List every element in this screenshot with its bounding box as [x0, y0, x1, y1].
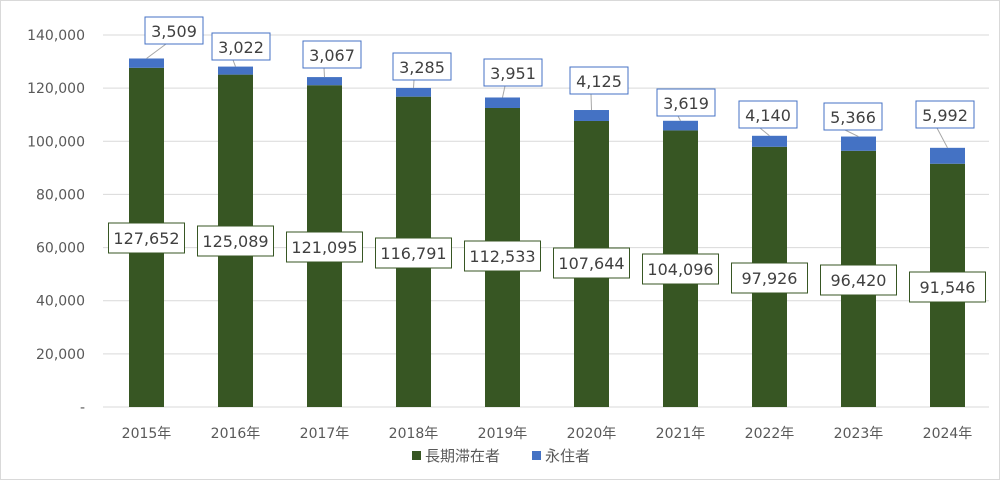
data-label-box-permanent	[656, 88, 716, 117]
data-label-permanent: 4,125	[576, 72, 622, 91]
leader-line	[677, 115, 681, 122]
data-label-box-permanent	[483, 58, 543, 87]
x-tick-label: 2018年	[389, 426, 439, 442]
x-tick-label: 2024年	[923, 426, 973, 442]
data-label-permanent: 3,509	[151, 22, 197, 41]
data-label-long-term: 97,926	[742, 269, 798, 288]
leader-line	[844, 129, 859, 137]
data-label-permanent: 5,992	[922, 106, 968, 125]
bar-permanent	[307, 77, 342, 86]
bar-permanent	[930, 147, 965, 164]
y-tick-label: 140,000	[27, 28, 85, 44]
y-tick-label: 40,000	[36, 294, 85, 310]
bar-permanent	[841, 136, 876, 151]
data-label-box-long-term	[820, 264, 897, 296]
y-tick-label: -	[80, 400, 85, 416]
leader-line	[232, 59, 236, 67]
data-label-permanent: 5,366	[830, 108, 876, 127]
data-label-box-long-term	[909, 271, 986, 303]
x-tick-label: 2023年	[834, 426, 884, 442]
bar-permanent	[485, 97, 520, 108]
data-label-long-term: 121,095	[291, 238, 357, 257]
data-label-box-long-term	[197, 225, 274, 257]
data-label-long-term: 107,644	[558, 254, 624, 273]
data-label-box-long-term	[642, 253, 719, 285]
data-label-long-term: 96,420	[831, 271, 887, 290]
data-label-box-permanent	[211, 32, 271, 61]
bar-permanent	[396, 87, 431, 97]
leader-line	[936, 127, 948, 149]
data-label-long-term: 116,791	[380, 244, 446, 263]
y-tick-label: 60,000	[36, 241, 85, 257]
data-label-permanent: 3,619	[663, 94, 709, 113]
data-label-permanent: 4,140	[745, 106, 791, 125]
data-label-box-long-term	[108, 222, 185, 254]
data-label-box-permanent	[738, 100, 798, 129]
data-label-box-long-term	[553, 247, 630, 279]
data-label-long-term: 104,096	[647, 260, 713, 279]
legend-label: 長期滞在者	[425, 447, 500, 465]
data-label-box-permanent	[302, 40, 362, 69]
legend-swatch	[412, 451, 421, 460]
data-label-box-permanent	[823, 102, 883, 131]
leader-line	[413, 79, 415, 88]
data-label-box-long-term	[731, 262, 808, 294]
y-tick-label: 120,000	[27, 81, 85, 97]
legend-label: 永住者	[545, 447, 590, 465]
x-tick-label: 2021年	[656, 426, 706, 442]
bar-permanent	[218, 66, 253, 75]
bar-permanent	[574, 110, 609, 121]
data-label-permanent: 3,067	[309, 46, 355, 65]
leader-line	[502, 85, 506, 98]
data-label-permanent: 3,285	[399, 58, 445, 77]
data-label-long-term: 91,546	[920, 278, 976, 297]
legend-swatch	[532, 451, 541, 460]
x-tick-label: 2015年	[122, 426, 172, 442]
leader-line	[590, 93, 592, 111]
data-label-permanent: 3,022	[218, 38, 264, 57]
x-tick-label: 2019年	[478, 426, 528, 442]
data-label-box-permanent	[392, 52, 452, 81]
data-label-box-permanent	[569, 66, 629, 95]
leader-line	[323, 67, 325, 78]
data-label-long-term: 127,652	[113, 229, 179, 248]
bar-permanent	[129, 58, 164, 68]
x-tick-label: 2017年	[300, 426, 350, 442]
bar-permanent	[752, 135, 787, 147]
y-tick-label: 80,000	[36, 187, 85, 203]
y-tick-label: 20,000	[36, 347, 85, 363]
x-tick-label: 2020年	[567, 426, 617, 442]
data-label-long-term: 112,533	[469, 247, 535, 266]
leader-line	[146, 43, 167, 59]
x-tick-label: 2016年	[211, 426, 261, 442]
data-label-box-long-term	[464, 240, 541, 272]
data-label-box-permanent	[915, 100, 975, 129]
x-tick-label: 2022年	[745, 426, 795, 442]
data-label-box-permanent	[144, 16, 204, 45]
data-label-permanent: 3,951	[490, 64, 536, 83]
data-label-box-long-term	[286, 231, 363, 263]
leader-line	[759, 127, 770, 137]
data-label-long-term: 125,089	[202, 232, 268, 251]
data-label-box-long-term	[375, 237, 452, 269]
bar-permanent	[663, 120, 698, 131]
y-tick-label: 100,000	[27, 134, 85, 150]
